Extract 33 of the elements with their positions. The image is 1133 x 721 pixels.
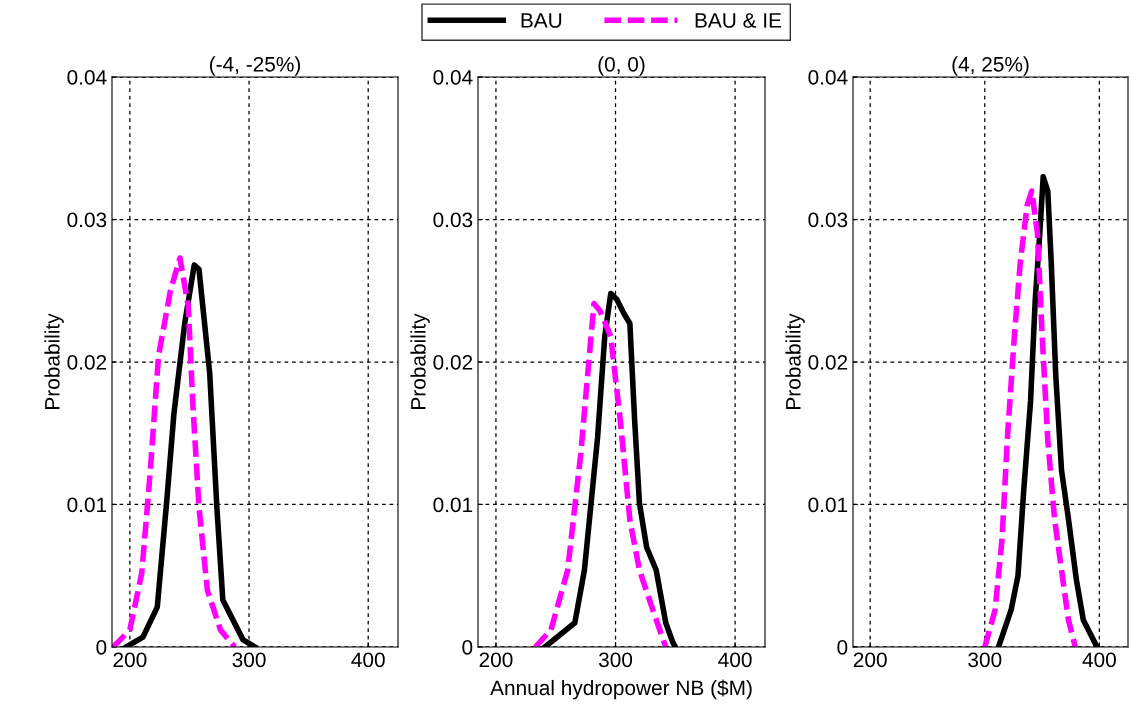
y-tick-label: 0.04 bbox=[808, 70, 848, 85]
legend-label: BAU & IE bbox=[695, 13, 782, 28]
y-tick-label: 0 bbox=[837, 640, 848, 655]
x-tick-label: 400 bbox=[1082, 652, 1116, 668]
y-tick-label: 0.03 bbox=[808, 212, 848, 228]
y-tick-label: 0.03 bbox=[433, 212, 473, 228]
chart-title: (-4, -25%) bbox=[209, 56, 301, 76]
y-tick-label: 0.02 bbox=[67, 355, 107, 370]
y-axis-title: Probability bbox=[44, 313, 64, 409]
y-tick-label: 0.01 bbox=[67, 497, 107, 513]
y-tick-label: 0 bbox=[96, 640, 107, 655]
x-tick-label: 200 bbox=[853, 652, 887, 668]
y-tick-label: 0.03 bbox=[67, 212, 107, 228]
x-axis-title: Annual hydropower NB ($M) bbox=[490, 679, 752, 700]
chart-title: (0, 0) bbox=[598, 56, 645, 76]
chart-title: (4, 25%) bbox=[952, 56, 1029, 76]
legend-label: BAU bbox=[521, 13, 562, 28]
y-axis-title: Probability bbox=[410, 313, 430, 409]
y-tick-label: 0.01 bbox=[808, 497, 848, 513]
y-tick-label: 0.04 bbox=[67, 70, 107, 85]
y-tick-label: 0 bbox=[462, 640, 473, 655]
x-tick-label: 200 bbox=[113, 652, 147, 668]
x-tick-label: 300 bbox=[232, 652, 266, 668]
y-axis-title: Probability bbox=[785, 313, 805, 409]
y-tick-label: 0.02 bbox=[433, 355, 473, 370]
y-tick-label: 0.01 bbox=[433, 497, 473, 513]
x-tick-label: 400 bbox=[718, 652, 752, 668]
y-tick-label: 0.04 bbox=[433, 70, 473, 85]
x-tick-label: 400 bbox=[351, 652, 385, 668]
y-tick-label: 0.02 bbox=[808, 355, 848, 370]
x-tick-label: 200 bbox=[479, 652, 513, 668]
x-tick-label: 300 bbox=[968, 652, 1002, 668]
x-tick-label: 300 bbox=[598, 652, 633, 668]
